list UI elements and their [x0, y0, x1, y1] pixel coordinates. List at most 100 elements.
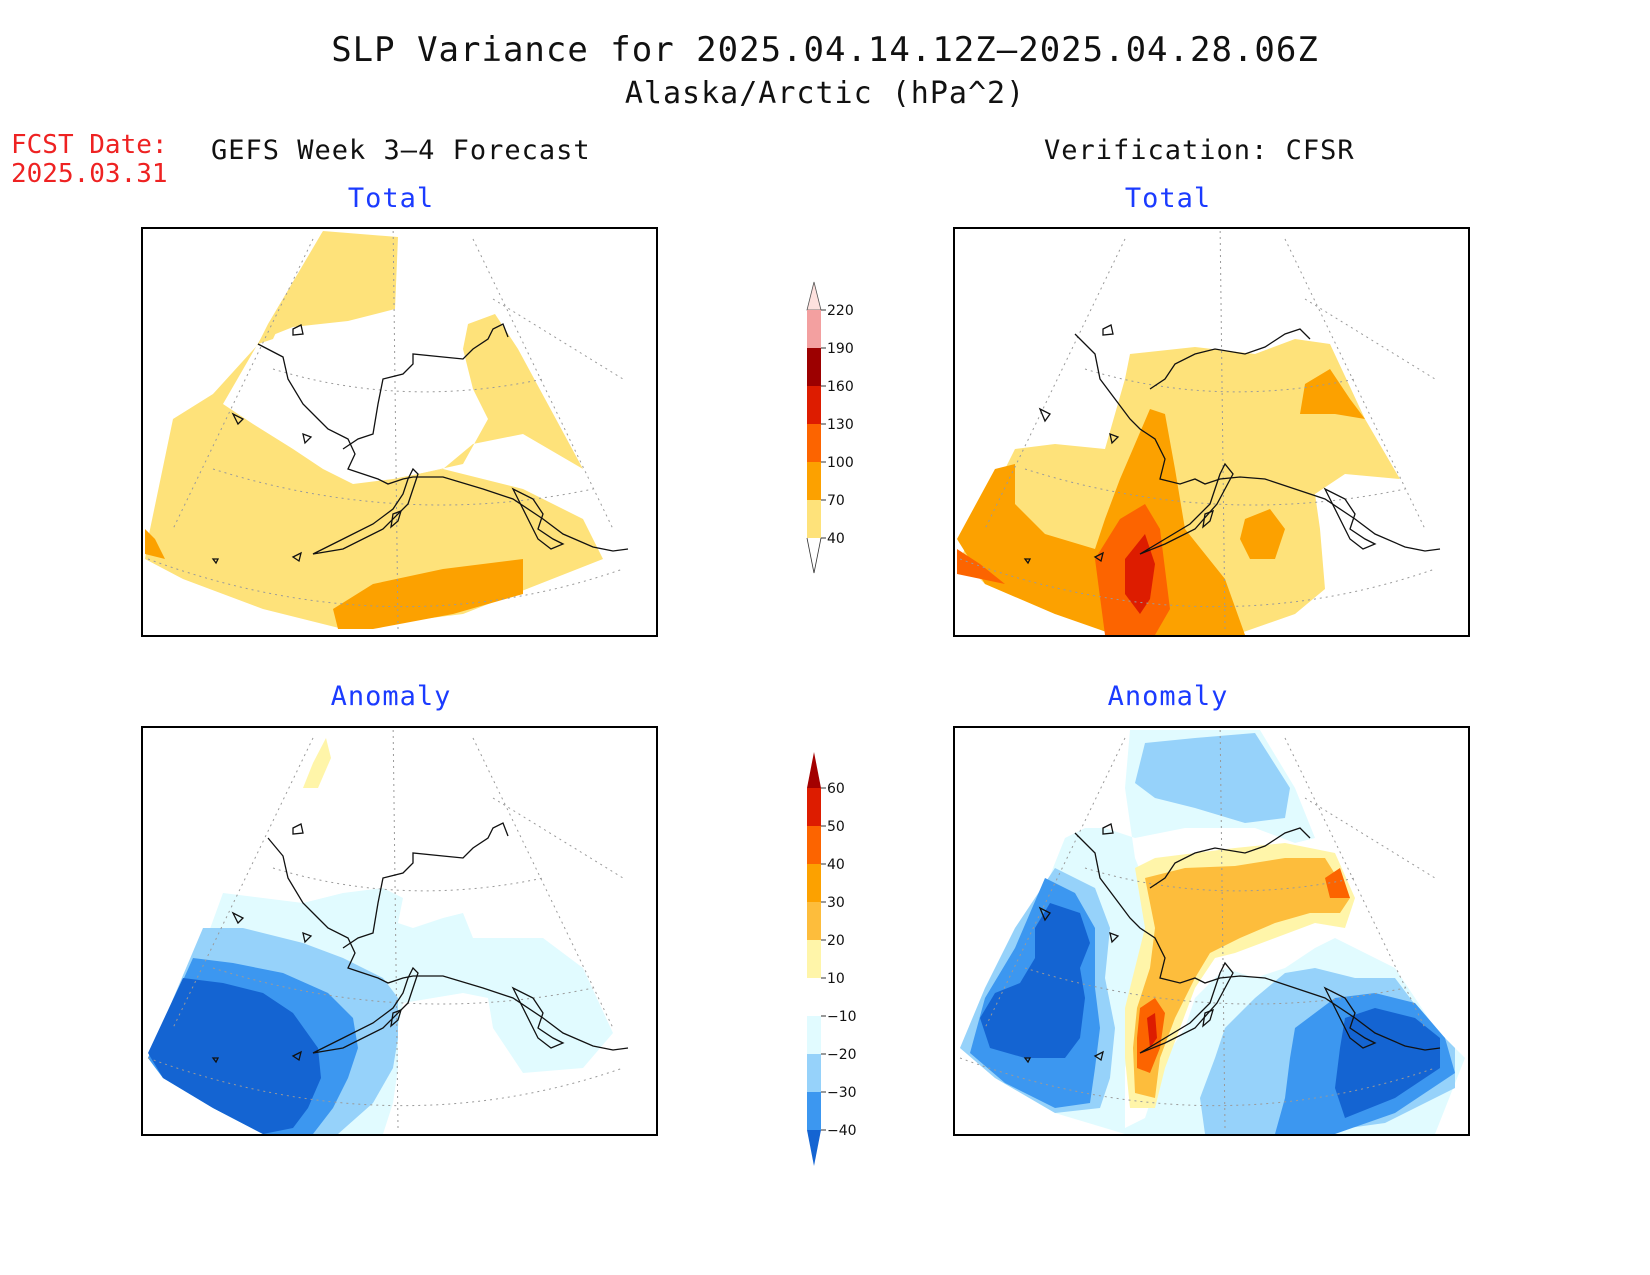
colorbar-box — [807, 348, 821, 386]
colorbar-box — [807, 826, 821, 864]
colorbar-top-triangle — [806, 281, 822, 311]
coastline — [1139, 961, 1234, 1054]
coastline — [211, 1057, 220, 1064]
graticule-line — [1024, 967, 1406, 1005]
colorbar-box — [807, 788, 821, 826]
shade-dark-blue — [148, 978, 321, 1134]
shade-red — [1125, 534, 1155, 614]
graticule-line — [147, 1057, 624, 1107]
graticule-line — [1219, 229, 1226, 630]
graticule-line — [147, 558, 624, 608]
coastline — [1323, 986, 1377, 1049]
colorbar-box — [807, 1054, 821, 1092]
shade-dark-blue — [980, 903, 1090, 1058]
colorbar-tick-label: 50 — [827, 819, 845, 835]
verification-total-label: Total — [1124, 183, 1212, 214]
forecast-total-map — [141, 227, 658, 637]
graticule-line — [492, 298, 624, 380]
figure-subtitle: Alaska/Arctic (hPa^2) — [624, 76, 1026, 111]
colorbar-box — [807, 500, 821, 538]
shade-light-yellow — [258, 231, 323, 344]
colorbar-box — [807, 424, 821, 462]
shade-dark-orange — [957, 549, 1005, 584]
colorbar-box — [807, 462, 821, 500]
coastline — [1139, 462, 1234, 555]
colorbar-box — [807, 902, 821, 940]
shade-orange — [957, 409, 1245, 635]
colorbar-tick-label: 160 — [827, 379, 854, 395]
figure-title: SLP Variance for 2025.04.14.12Z–2025.04.… — [331, 30, 1319, 70]
shade-light-blue — [1135, 733, 1290, 823]
coastline — [342, 323, 509, 450]
verification-anomaly-map — [953, 726, 1470, 1136]
shade-orange — [145, 529, 165, 559]
verification-anomaly-label: Anomaly — [1107, 681, 1229, 712]
colorbar-tick-label: 100 — [827, 455, 854, 471]
fcst-date-label: FCST Date: — [11, 130, 168, 160]
shade-red — [1147, 1013, 1157, 1048]
coastline — [292, 324, 304, 336]
coastline — [511, 487, 565, 550]
coastline — [1323, 487, 1377, 550]
graticule-line — [1024, 468, 1406, 506]
coastline — [1109, 931, 1120, 944]
coastline — [292, 823, 304, 835]
coastline — [342, 822, 509, 949]
shade-orange — [333, 559, 523, 629]
colorbar-box — [807, 310, 821, 348]
coastline — [231, 412, 245, 426]
coastline — [511, 986, 565, 1049]
coastline — [211, 558, 220, 565]
coastline — [267, 837, 629, 1051]
coastline — [1149, 328, 1311, 390]
colorbar-tick-label: 20 — [827, 933, 845, 949]
graticule-line — [959, 558, 1436, 608]
coastline — [302, 931, 313, 944]
anomaly-colorbar: 60 50 40 30 20 10 −10 −20 −30 −40 — [807, 752, 857, 1166]
shade-light-orange — [1133, 858, 1350, 1098]
coastline — [302, 432, 313, 445]
coastline — [312, 467, 419, 555]
coastline — [291, 1050, 302, 1062]
colorbar-tick-label: −20 — [827, 1047, 857, 1063]
graticule-line — [392, 229, 399, 630]
shade-light-yellow — [373, 314, 583, 484]
coastline — [1038, 407, 1051, 423]
coastline — [1093, 1050, 1104, 1062]
graticule-line — [492, 797, 624, 879]
forecast-column-title: GEFS Week 3–4 Forecast — [211, 135, 591, 166]
colorbar-box — [807, 978, 821, 1016]
colorbar-tick-label: −30 — [827, 1085, 857, 1101]
colorbar-box — [807, 864, 821, 902]
colorbar-tick-label: 60 — [827, 781, 845, 797]
graticule-line — [1304, 797, 1436, 879]
colorbar-tick-label: 190 — [827, 341, 854, 357]
colorbar-box — [807, 386, 821, 424]
graticule-line — [1304, 298, 1436, 380]
fcst-date-value: 2025.03.31 — [11, 159, 168, 189]
coastline — [1074, 333, 1441, 552]
coastline — [1149, 827, 1311, 889]
forecast-anomaly-map — [141, 726, 658, 1136]
colorbar-tick-label: 40 — [827, 857, 845, 873]
colorbar-top-triangle — [807, 752, 821, 788]
colorbar-tick-label: 220 — [827, 303, 854, 319]
coastline — [291, 551, 302, 563]
verification-total-map — [953, 227, 1470, 637]
forecast-total-label: Total — [347, 183, 435, 214]
coastline — [1202, 1008, 1214, 1028]
colorbar-box — [807, 1092, 821, 1130]
graticule-line — [212, 967, 594, 1005]
coastline — [257, 343, 629, 552]
colorbar-tick-label: 130 — [827, 417, 854, 433]
graticule-line — [272, 867, 544, 892]
coastline — [1023, 558, 1032, 565]
verification-column-title: Verification: CFSR — [1044, 135, 1355, 166]
colorbar-tick-label: 70 — [827, 493, 845, 509]
coastline — [1038, 906, 1051, 922]
shade-pale-yellow — [303, 738, 331, 788]
shade-orange — [1240, 509, 1285, 559]
colorbar-tick-label: −10 — [827, 1009, 857, 1025]
graticule-line — [959, 1057, 1436, 1107]
coastline — [231, 911, 245, 925]
